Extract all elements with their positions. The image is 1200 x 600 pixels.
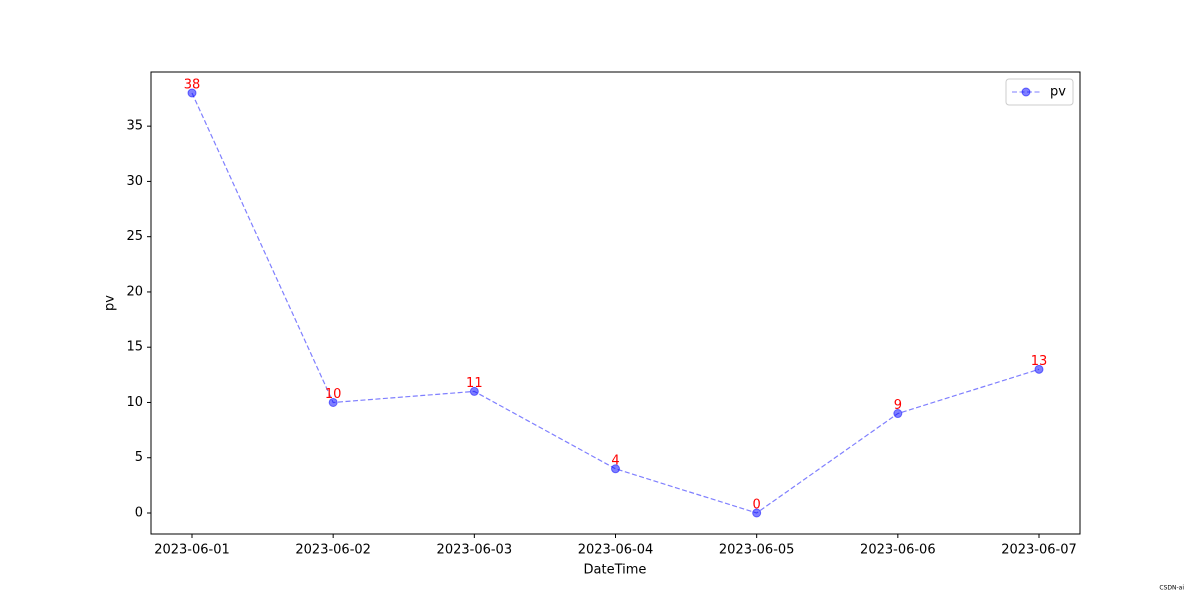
x-tick-label: 2023-06-01 — [154, 543, 230, 558]
plot-frame — [150, 71, 1081, 535]
y-tick-label: 5 — [135, 450, 143, 465]
value-label: 9 — [894, 398, 902, 413]
data-point — [752, 508, 762, 518]
x-tick-label: 2023-06-04 — [578, 543, 654, 558]
data-point — [1034, 364, 1044, 374]
y-tick-label: 35 — [126, 119, 143, 134]
y-tick-label: 30 — [126, 174, 143, 189]
x-tick-label: 2023-06-03 — [437, 543, 513, 558]
y-tick-label: 0 — [135, 506, 143, 521]
data-point — [187, 88, 197, 98]
y-tick-label: 20 — [126, 284, 143, 299]
data-point — [893, 409, 903, 419]
legend-marker — [1021, 87, 1031, 97]
legend-label: pv — [1050, 85, 1066, 100]
y-tick-label: 15 — [126, 340, 143, 355]
value-label: 10 — [325, 387, 342, 402]
data-point — [611, 464, 620, 474]
x-tick-label: 2023-06-02 — [295, 543, 371, 558]
data-point — [328, 397, 338, 407]
x-axis-label: DateTime — [584, 563, 647, 578]
value-label: 4 — [611, 453, 619, 468]
value-label: 0 — [753, 498, 761, 513]
x-tick-label: 2023-06-05 — [719, 543, 795, 558]
x-tick-label: 2023-06-06 — [860, 543, 936, 558]
value-label: 11 — [466, 376, 483, 391]
y-tick-label: 10 — [126, 395, 143, 410]
value-label: 13 — [1031, 354, 1048, 369]
value-label: 38 — [184, 78, 201, 93]
watermark: CSDN-ai — [1159, 585, 1184, 592]
data-point — [469, 386, 479, 396]
y-tick-label: 25 — [126, 229, 143, 244]
x-tick-label: 2023-06-07 — [1001, 543, 1077, 558]
y-axis-label: pv — [103, 295, 118, 311]
